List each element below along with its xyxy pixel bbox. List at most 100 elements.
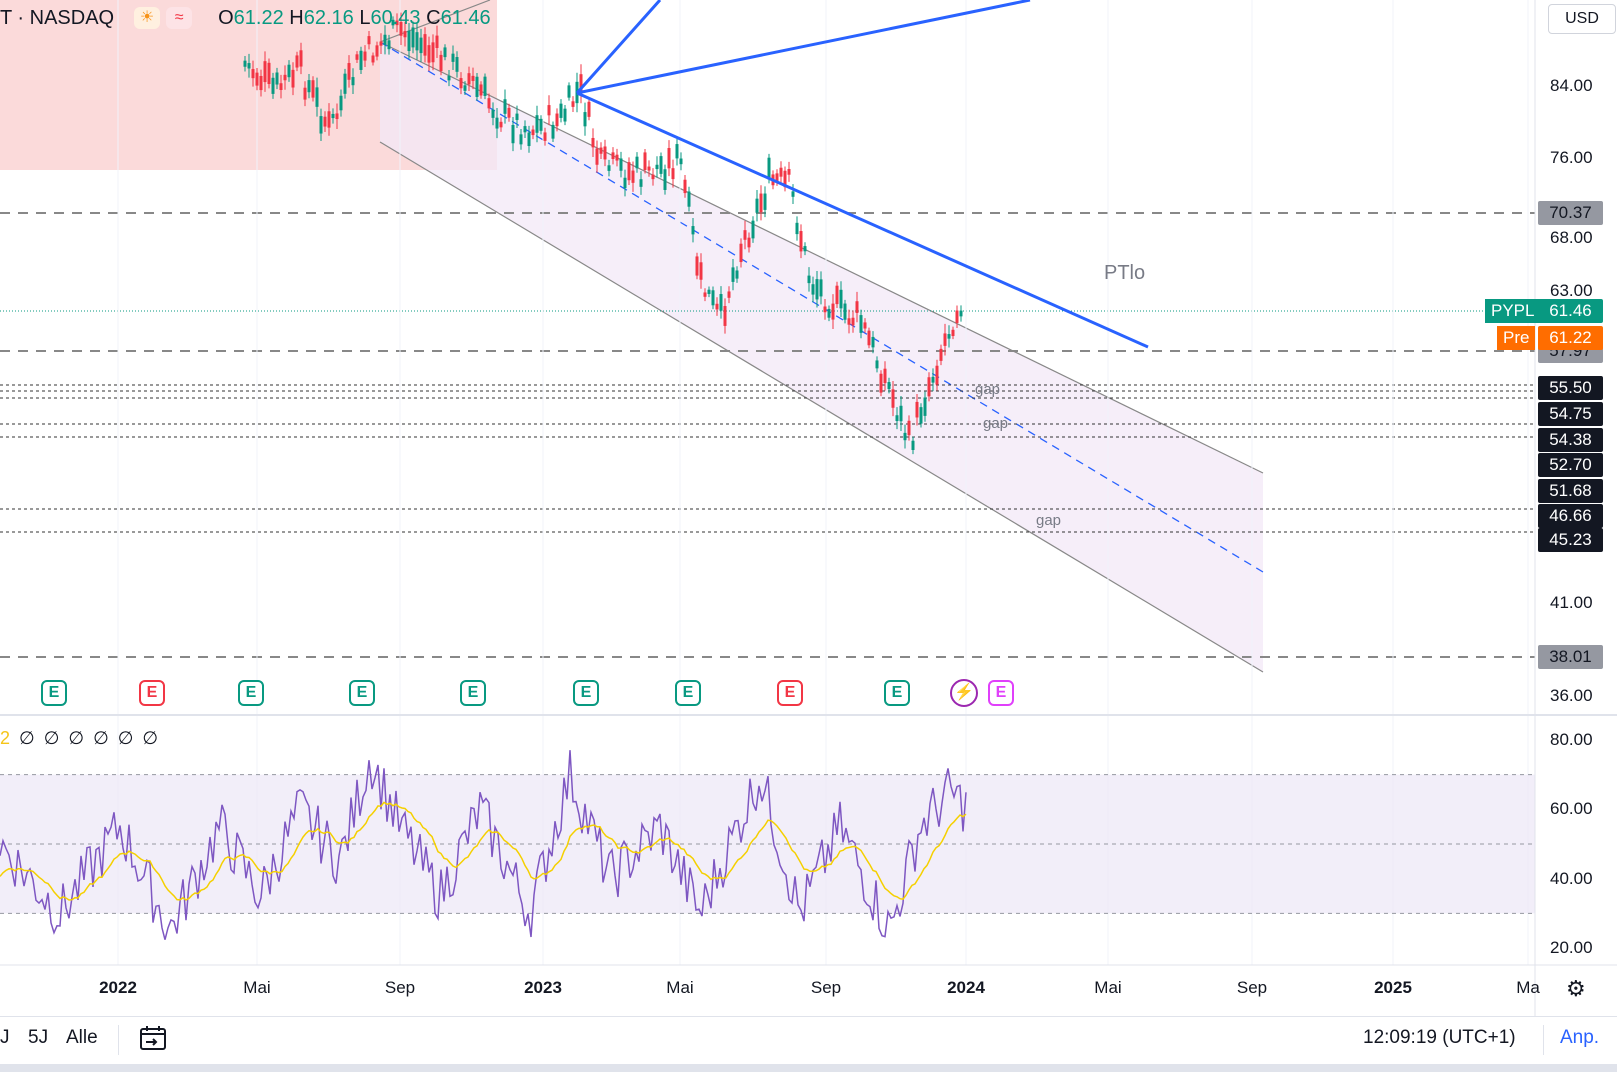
gap-label-1[interactable]: gap (975, 381, 1001, 398)
price-level-tag[interactable]: 46.66 (1538, 504, 1603, 528)
candle-body (427, 45, 431, 63)
candle-body (495, 117, 499, 129)
time-axis-label: Mai (666, 978, 694, 997)
candle-body (611, 152, 615, 160)
market-session-sun-icon[interactable]: ☀ (134, 7, 161, 29)
candle-body (923, 397, 927, 416)
candle-body (423, 34, 427, 56)
candle-body (387, 40, 391, 50)
candle-body (547, 105, 551, 116)
candle-body (259, 75, 263, 91)
time-axis-label: Mai (1094, 978, 1122, 997)
price-level-tag[interactable]: 45.23 (1538, 528, 1603, 552)
candle-body (283, 74, 287, 81)
candle-body (631, 170, 635, 183)
candle-body (687, 191, 691, 207)
earnings-up-icon[interactable]: E (41, 680, 67, 706)
trend-line-shallow[interactable] (576, 0, 1031, 95)
candle-body (683, 179, 687, 194)
ptlo-drawing-label[interactable]: PTlo (1104, 262, 1146, 284)
earnings-up-icon[interactable]: E (238, 680, 264, 706)
data-problem-wave-icon[interactable]: ≈ (166, 7, 193, 29)
price-level-tag[interactable]: 54.75 (1538, 402, 1603, 426)
candle-body (887, 382, 891, 390)
earnings-up-icon[interactable]: E (675, 680, 701, 706)
candle-body (803, 246, 807, 252)
earnings-up-icon[interactable]: E (884, 680, 910, 706)
candle-body (311, 80, 315, 98)
channel-upper-line[interactable] (379, 41, 1264, 474)
price-level-tag[interactable]: 55.50 (1538, 376, 1603, 400)
symbol-name[interactable]: T · NASDAQ (0, 6, 115, 29)
candle-body (863, 322, 867, 329)
channel-lower-line[interactable] (379, 141, 1264, 673)
range-button-all[interactable]: Alle (66, 1027, 98, 1048)
rsi-legend: 2 ∅ ∅ ∅ ∅ ∅ ∅ (0, 728, 160, 749)
trend-line-descending[interactable] (576, 91, 1149, 349)
candle-body (267, 62, 271, 85)
candle-body (859, 315, 863, 333)
candle-body (399, 21, 403, 36)
candle-body (875, 360, 879, 369)
rsi-legend-prefix: 2 (0, 728, 13, 748)
candle-body (555, 113, 559, 127)
earnings-down-icon[interactable]: E (139, 680, 165, 706)
range-button-j[interactable]: J (0, 1027, 10, 1048)
toolbar-separator (118, 1025, 119, 1055)
price-level-tag[interactable]: 51.68 (1538, 479, 1603, 503)
candle-body (939, 348, 943, 361)
currency-selector[interactable]: USD (1548, 4, 1616, 34)
candle-body (619, 158, 623, 171)
candle-body (395, 20, 399, 26)
candle-body (899, 405, 903, 422)
earnings-down-icon[interactable]: E (777, 680, 803, 706)
candle-body (907, 420, 911, 436)
clock-timezone[interactable]: 12:09:19 (UTC+1) (1363, 1027, 1516, 1048)
candle-body (415, 32, 419, 51)
candle-body (531, 129, 535, 136)
price-level-tag[interactable]: 38.01 (1538, 645, 1603, 669)
candle-body (319, 116, 323, 134)
candle-body (911, 440, 915, 450)
gap-label-2[interactable]: gap (983, 415, 1009, 432)
candle-body (563, 108, 567, 122)
channel-mid-dashed-line[interactable] (379, 41, 1264, 573)
candle-body (551, 124, 555, 139)
earnings-up-icon[interactable]: E (573, 680, 599, 706)
gap-label-3[interactable]: gap (1036, 512, 1062, 529)
candle-body (523, 126, 527, 133)
time-axis-label: Sep (810, 978, 842, 997)
pane-divider[interactable] (0, 714, 1617, 716)
price-chart-canvas[interactable] (0, 0, 1617, 1016)
candle-body (719, 294, 723, 311)
price-axis-label: 63.00 (1550, 281, 1593, 300)
earnings-up-icon[interactable]: E (460, 680, 486, 706)
calendar-range-icon[interactable] (138, 1023, 168, 1058)
chart-settings-gear-icon[interactable]: ⚙ (1566, 976, 1586, 1001)
candle-body (931, 376, 935, 383)
price-level-tag[interactable]: 70.37 (1538, 201, 1603, 225)
candle-body (255, 72, 259, 86)
candle-body (479, 84, 483, 96)
channel-upper-line-ext[interactable] (379, 0, 491, 43)
candle-body (451, 53, 455, 62)
price-level-tag[interactable]: 52.70 (1538, 453, 1603, 477)
rsi-band-fill (0, 774, 1535, 914)
adjust-button[interactable]: Anp. (1560, 1027, 1600, 1048)
candle-body (747, 237, 751, 248)
price-level-tag[interactable]: 54.38 (1538, 428, 1603, 452)
earnings-future-icon[interactable]: E (988, 680, 1014, 706)
range-button-5j[interactable]: 5J (28, 1027, 49, 1048)
earnings-up-icon[interactable]: E (349, 680, 375, 706)
candle-body (675, 144, 679, 159)
candle-body (851, 317, 855, 326)
candle-body (443, 47, 447, 58)
dividend-bolt-icon[interactable]: ⚡ (950, 679, 978, 707)
candle-body (655, 164, 659, 170)
trend-line-steep[interactable] (575, 0, 662, 94)
candle-body (351, 77, 355, 86)
candle-body (767, 157, 771, 180)
regression-channel-fill[interactable] (380, 42, 1263, 672)
candle-body (843, 303, 847, 320)
